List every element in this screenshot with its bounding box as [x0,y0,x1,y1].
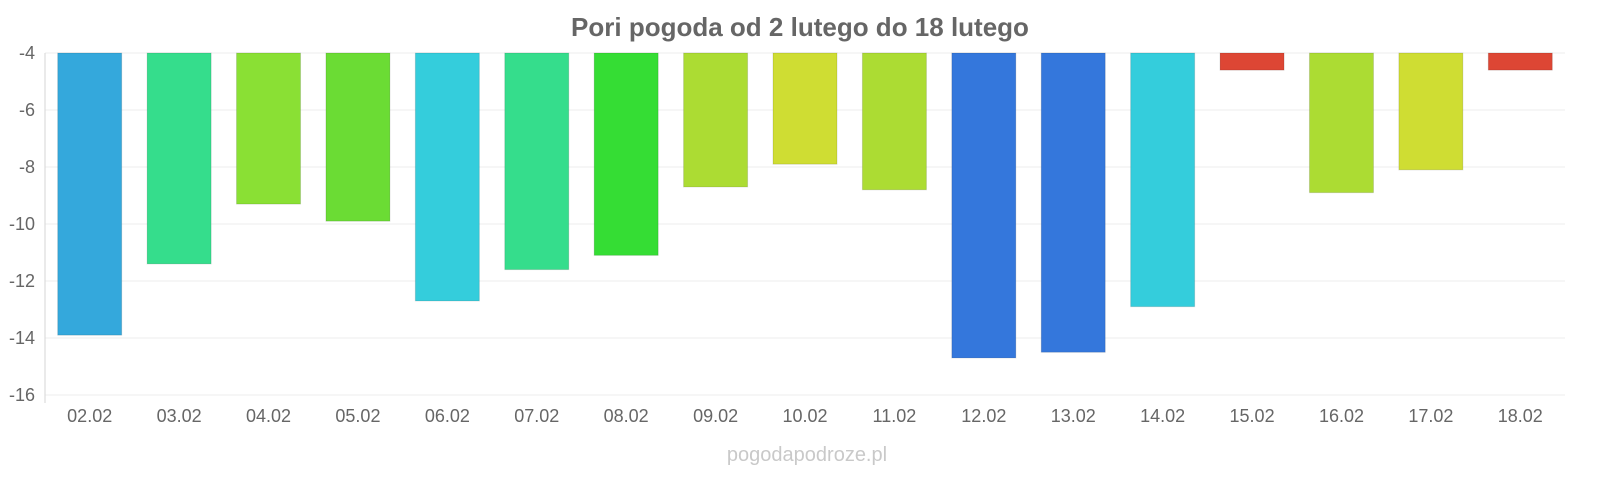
x-tick-label: 16.02 [1319,406,1364,426]
bar-18.02[interactable] [1487,52,1553,71]
x-tick-label: 17.02 [1408,406,1453,426]
bar-02.02[interactable] [57,52,123,336]
bar-07.02[interactable] [504,52,570,271]
bar-12.02[interactable] [951,52,1017,359]
x-tick-label: 07.02 [514,406,559,426]
x-tick-label: 13.02 [1051,406,1096,426]
chart-title: Pori pogoda od 2 lutego do 18 lutego [571,12,1029,42]
bars [57,52,1553,359]
x-tick-label: 14.02 [1140,406,1185,426]
x-tick-label: 03.02 [157,406,202,426]
y-tick-label: -14 [9,328,35,348]
bar-13.02[interactable] [1040,52,1106,353]
y-tick-label: -16 [9,385,35,405]
x-tick-label: 11.02 [873,406,917,426]
x-tick-label: 18.02 [1498,406,1543,426]
bar-08.02[interactable] [593,52,659,256]
bar-03.02[interactable] [146,52,212,265]
watermark: pogodapodroze.pl [727,444,887,466]
x-tick-label: 10.02 [782,406,827,426]
bar-04.02[interactable] [236,52,302,205]
x-tick-label: 12.02 [961,406,1006,426]
bar-06.02[interactable] [414,52,480,302]
bar-16.02[interactable] [1308,52,1374,194]
y-tick-label: -6 [19,100,35,120]
x-axis-ticks: 02.02 03.02 04.02 05.02 06.02 07.02 08.02 09.02… [67,406,1543,426]
x-tick-label: 05.02 [335,406,380,426]
bar-14.02[interactable] [1130,52,1196,308]
x-tick-label: 09.02 [693,406,738,426]
bar-17.02[interactable] [1398,52,1464,171]
y-tick-label: -4 [19,43,35,63]
bar-09.02[interactable] [683,52,749,188]
bar-11.02[interactable] [861,52,927,191]
x-tick-label: 15.02 [1230,406,1275,426]
bar-10.02[interactable] [772,52,838,165]
x-tick-label: 06.02 [425,406,470,426]
x-tick-label: 04.02 [246,406,291,426]
y-tick-label: -12 [9,271,35,291]
y-tick-label: -10 [9,214,35,234]
y-axis-ticks: -4 -6 -8 -10 -12 -14 -16 [9,43,35,405]
x-tick-label: 08.02 [604,406,649,426]
y-tick-label: -8 [19,157,35,177]
bar-05.02[interactable] [325,52,391,222]
bar-15.02[interactable] [1219,52,1285,71]
x-tick-label: 02.02 [67,406,112,426]
